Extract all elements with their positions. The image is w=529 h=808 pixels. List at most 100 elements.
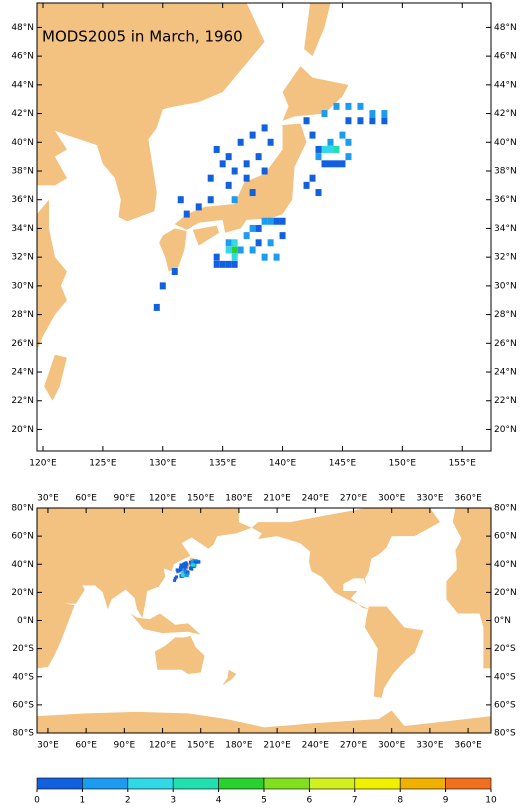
observation-cell xyxy=(183,210,190,218)
observation-cell xyxy=(321,160,328,168)
colorbar-swatch xyxy=(36,777,83,790)
x-tick-label: 360°E xyxy=(454,741,482,751)
observation-cell xyxy=(225,246,232,254)
observation-cell xyxy=(207,196,214,204)
land xyxy=(159,228,187,272)
x-tick-label: 360°E xyxy=(454,494,482,504)
y-tick-label: 30°N xyxy=(494,281,517,291)
observation-cell xyxy=(195,203,202,211)
colorbar-swatch xyxy=(309,777,356,790)
observation-cell xyxy=(357,117,364,125)
y-tick-label: 38°N xyxy=(494,167,517,177)
y-tick-label: 40°N xyxy=(494,138,517,148)
land xyxy=(37,3,265,222)
y-tick-label: 46°N xyxy=(494,52,517,62)
observation-cell xyxy=(279,232,286,240)
observation-cell xyxy=(315,189,322,197)
observation-cell xyxy=(303,117,310,125)
x-tick-label: 135°E xyxy=(209,459,237,469)
colorbar-tick-label: 6 xyxy=(307,796,313,806)
x-tick-label: 300°E xyxy=(378,741,406,751)
colorbar-swatch xyxy=(445,777,492,790)
y-tick-label: 0°N xyxy=(17,616,34,626)
observation-cell xyxy=(237,246,244,254)
observation-cell xyxy=(267,217,274,225)
x-tick-label: 60°E xyxy=(75,494,97,504)
observation-cell xyxy=(237,138,244,146)
y-tick-label: 44°N xyxy=(11,80,34,90)
observation-cell xyxy=(231,246,238,254)
y-tick-label: 28°N xyxy=(494,310,517,320)
y-tick-label: 36°N xyxy=(494,195,517,205)
observation-cell xyxy=(339,160,346,168)
colorbar-tick-label: 10 xyxy=(485,796,497,806)
y-tick-label: 22°N xyxy=(494,396,517,406)
observation-cell xyxy=(225,239,232,247)
y-tick-label: 40°N xyxy=(11,138,34,148)
colorbar: 0 1 2 3 4 5 6 7 8 9 10 xyxy=(34,777,497,806)
y-tick-label: 26°N xyxy=(494,339,517,349)
observation-cell xyxy=(219,260,226,268)
observation-cell xyxy=(309,131,316,139)
observation-cell xyxy=(249,224,256,232)
observation-cell xyxy=(185,574,189,577)
y-tick-label: 32°N xyxy=(11,253,34,263)
y-tick-label: 30°N xyxy=(11,281,34,291)
observation-cell xyxy=(231,239,238,247)
land xyxy=(174,123,307,233)
y-tick-label: 20°N xyxy=(11,425,34,435)
y-tick-label: 34°N xyxy=(494,224,517,234)
y-tick-label: 48°N xyxy=(11,23,34,33)
x-tick-label: 120°E xyxy=(149,741,177,751)
land xyxy=(130,613,201,635)
land xyxy=(37,508,252,669)
observation-cell xyxy=(315,153,322,161)
x-tick-label: 130°E xyxy=(149,459,177,469)
colorbar-swatch xyxy=(127,777,174,790)
x-tick-label: 150°E xyxy=(389,459,417,469)
observation-cell xyxy=(345,138,352,146)
observation-cell xyxy=(213,253,220,261)
observation-cell xyxy=(249,189,256,197)
observation-cell xyxy=(153,303,160,311)
y-tick-label: 80°N xyxy=(494,504,517,514)
y-tick-label: 40°S xyxy=(494,672,516,682)
observation-cell xyxy=(333,160,340,168)
y-tick-label: 48°N xyxy=(494,23,517,33)
y-tick-label: 40°N xyxy=(494,560,517,570)
observation-cell xyxy=(309,174,316,182)
y-tick-label: 44°N xyxy=(494,80,517,90)
observation-cell xyxy=(231,253,238,261)
land xyxy=(192,225,220,246)
colorbar-swatch xyxy=(82,777,129,790)
observation-cell xyxy=(279,217,286,225)
colorbar-tick-label: 4 xyxy=(216,796,222,806)
y-tick-label: 32°N xyxy=(494,253,517,263)
observation-cell xyxy=(327,160,334,168)
y-tick-label: 34°N xyxy=(11,224,34,234)
observation-cell xyxy=(231,196,238,204)
colorbar-swatch xyxy=(399,777,446,790)
observation-cell xyxy=(381,110,388,118)
x-tick-label: 30°E xyxy=(37,494,59,504)
observation-cell xyxy=(273,253,280,261)
y-tick-label: 0°N xyxy=(494,616,511,626)
observation-cell xyxy=(333,145,340,153)
y-tick-label: 42°N xyxy=(494,109,517,119)
observation-cell xyxy=(267,138,274,146)
x-tick-label: 210°E xyxy=(263,741,291,751)
colorbar-tick-label: 3 xyxy=(170,796,176,806)
x-tick-label: 125°E xyxy=(89,459,117,469)
x-tick-label: 90°E xyxy=(114,741,136,751)
y-tick-label: 80°S xyxy=(12,729,34,739)
x-tick-label: 270°E xyxy=(340,494,368,504)
observation-cell xyxy=(249,246,256,254)
land xyxy=(222,669,237,686)
observation-cell xyxy=(184,565,188,569)
observation-cell xyxy=(193,560,197,564)
observation-cell xyxy=(339,131,346,139)
x-tick-label: 240°E xyxy=(302,741,330,751)
